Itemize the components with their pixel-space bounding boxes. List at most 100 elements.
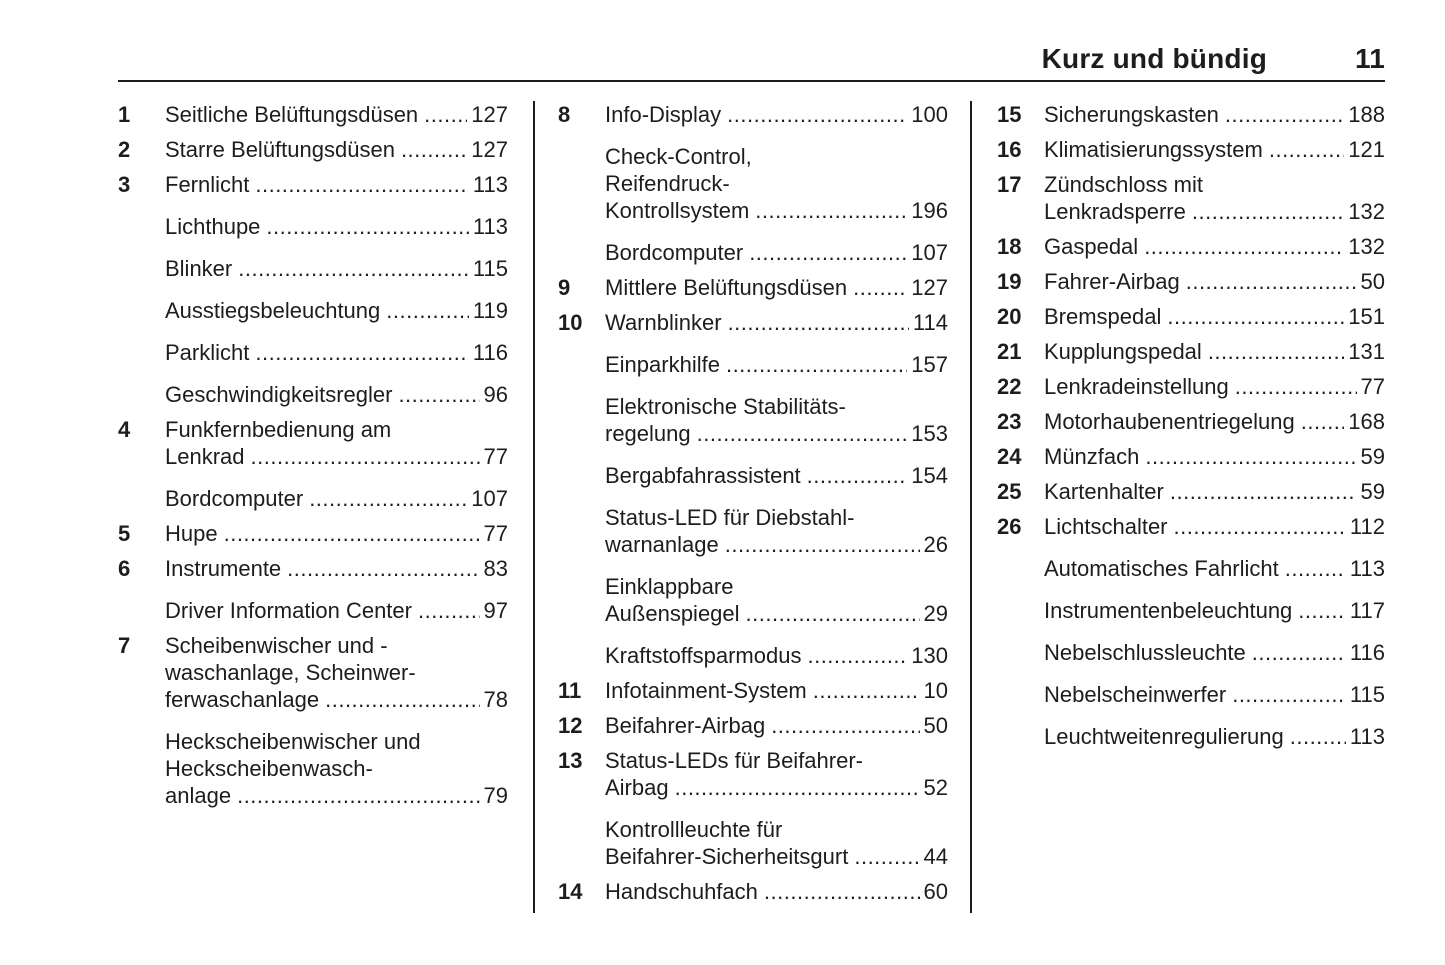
- toc-entry-body: Kartenhalter............................…: [1044, 478, 1385, 505]
- toc-entry-label: Kontrollsystem: [605, 198, 750, 223]
- toc-entry-line: Kraftstoffsparmodus.....................…: [605, 642, 948, 669]
- toc-entry-number: 18: [997, 234, 1022, 259]
- toc-entry-label: Heckscheibenwischer und: [165, 729, 421, 754]
- toc-entry-line: Handschuhfach...........................…: [605, 878, 948, 905]
- toc-entry-label: Status-LEDs für Beifahrer-: [605, 748, 863, 773]
- toc-entry-line: Kupplungspedal..........................…: [1044, 338, 1385, 365]
- toc-entry-line: Status-LEDs für Beifahrer-: [605, 747, 948, 774]
- dot-leader: ........................................…: [1300, 409, 1345, 434]
- toc-entry-page: 154: [911, 463, 948, 488]
- toc-entry-page: 114: [912, 310, 948, 335]
- toc-entry-label: Münzfach: [1044, 444, 1140, 469]
- dot-leader: ........................................…: [238, 256, 469, 281]
- toc-entry-body: Fernlicht...............................…: [165, 171, 508, 198]
- toc-entry-body: Blinker.................................…: [165, 255, 508, 282]
- toc-entry-label: Seitliche Belüftungsdüsen: [165, 102, 419, 127]
- toc-entry-number: 16: [997, 137, 1022, 162]
- toc-entry: 7 Scheibenwischer und - waschanlage, Sche…: [118, 632, 508, 713]
- toc-entry-number: [558, 816, 605, 870]
- toc-entry-label: Außenspiegel: [605, 601, 740, 626]
- toc-entry-label: warnanlage: [605, 532, 719, 557]
- toc-entry-number: [997, 597, 1044, 624]
- toc-entry-body: Infotainment-System.....................…: [605, 677, 948, 704]
- toc-entry-page: 116: [1349, 640, 1385, 665]
- toc-entry-number: [118, 381, 165, 408]
- toc-entry: Check-Control, Reifendruck- Kontrollsystem…: [558, 143, 948, 224]
- toc-entry-label: Elektronische Stabilitäts-: [605, 394, 846, 419]
- toc-entry-line: Bordcomputer............................…: [605, 239, 948, 266]
- toc-entry-line: Check-Control,: [605, 143, 948, 170]
- toc-entry-page: 97: [483, 598, 508, 623]
- dot-leader: ........................................…: [727, 102, 908, 127]
- dot-leader: ........................................…: [1145, 444, 1357, 469]
- toc-entry-page: 77: [1360, 374, 1385, 399]
- toc-entry-page: 116: [472, 340, 508, 365]
- dot-leader: ........................................…: [1268, 137, 1344, 162]
- toc-entry-line: Kontrollleuchte für: [605, 816, 948, 843]
- toc-entry-line: Lenkradeinstellung......................…: [1044, 373, 1385, 400]
- dot-leader: ........................................…: [1289, 724, 1346, 749]
- toc-entry: Automatisches Fahrlicht.................…: [997, 555, 1385, 582]
- toc-entry-body: Einklappbare Außenspiegel................…: [605, 573, 948, 627]
- toc-entry-page: 115: [1349, 682, 1385, 707]
- toc-entry-number: [558, 393, 605, 447]
- toc-entry-label: Bergabfahrassistent: [605, 463, 801, 488]
- toc-entry-number: 24: [997, 444, 1022, 469]
- toc-entry-page: 29: [923, 601, 948, 626]
- toc-entry-number: 12: [558, 713, 583, 738]
- dot-leader: ........................................…: [325, 687, 479, 712]
- toc-entry-label: Lenkradsperre: [1044, 199, 1186, 224]
- toc-entry-line: Automatisches Fahrlicht.................…: [1044, 555, 1385, 582]
- toc-entry: 2 Starre Belüftungsdüsen................…: [118, 136, 508, 163]
- toc-entry-body: Kontrollleuchte für Beifahrer-Sicherheits…: [605, 816, 948, 870]
- toc-entry-page: 157: [911, 352, 948, 377]
- dot-leader: ........................................…: [386, 298, 469, 323]
- toc-entry-body: Mittlere Belüftungsdüsen................…: [605, 274, 948, 301]
- toc-entry-label: Check-Control,: [605, 144, 752, 169]
- toc-entry-body: Hupe....................................…: [165, 520, 508, 547]
- toc-entry-number: 17: [997, 172, 1022, 197]
- dot-leader: ........................................…: [417, 598, 480, 623]
- toc-entry-body: Elektronische Stabilitäts-regelung......…: [605, 393, 948, 447]
- toc-entry: Kontrollleuchte für Beifahrer-Sicherheits…: [558, 816, 948, 870]
- toc-entry-label: Infotainment-System: [605, 678, 807, 703]
- dot-leader: ........................................…: [1224, 102, 1344, 127]
- dot-leader: ........................................…: [287, 556, 480, 581]
- toc-entry-page: 50: [923, 713, 948, 738]
- toc-entry-number: 11: [558, 678, 582, 703]
- toc-entry-number: 15: [997, 102, 1022, 127]
- toc-entry-body: Beifahrer-Airbag........................…: [605, 712, 948, 739]
- toc-entry-line: Lichthupe...............................…: [165, 213, 508, 240]
- toc-entry: 4 Funkfernbedienung am Lenkrad...........…: [118, 416, 508, 470]
- toc-entry-line: Bremspedal..............................…: [1044, 303, 1385, 330]
- toc-entry: Bordcomputer............................…: [118, 485, 508, 512]
- toc-entry-label: Einparkhilfe: [605, 352, 720, 377]
- toc-entry-page: 77: [483, 521, 508, 546]
- toc-entry-body: Kupplungspedal..........................…: [1044, 338, 1385, 365]
- toc-entry-page: 10: [923, 678, 948, 703]
- toc-entry-number: 22: [997, 374, 1022, 399]
- toc-entry-label: Bremspedal: [1044, 304, 1162, 329]
- toc-entry-line: Kontrollsystem..........................…: [605, 197, 948, 224]
- toc-entry-body: Instrumentenbeleuchtung.................…: [1044, 597, 1385, 624]
- toc-entry-page: 113: [472, 172, 508, 197]
- toc-entry-page: 127: [471, 102, 508, 127]
- page-header: Kurz und bündig 11: [118, 0, 1385, 76]
- toc-entry-label: Fernlicht: [165, 172, 250, 197]
- toc-entry-body: Geschwindigkeitsregler..................…: [165, 381, 508, 408]
- toc-entry-label: Bordcomputer: [605, 240, 744, 265]
- toc-entry-body: Lichthupe...............................…: [165, 213, 508, 240]
- toc-entry-body: Nebelscheinwerfer.......................…: [1044, 681, 1385, 708]
- toc-entry-line: Einparkhilfe............................…: [605, 351, 948, 378]
- toc-entry-page: 100: [911, 102, 948, 127]
- toc-entry-body: Funkfernbedienung am Lenkrad.............…: [165, 416, 508, 470]
- toc-entry-page: 117: [1349, 598, 1385, 623]
- toc-entry-line: Heckscheibenwasch-: [165, 755, 508, 782]
- dot-leader: ........................................…: [255, 340, 469, 365]
- toc-entry-line: Parklicht...............................…: [165, 339, 508, 366]
- toc-entry: Lichthupe...............................…: [118, 213, 508, 240]
- toc-entry-label: Sicherungskasten: [1044, 102, 1219, 127]
- toc-entry: 26 Lichtschalter........................…: [997, 513, 1385, 540]
- dot-leader: ........................................…: [1185, 269, 1357, 294]
- toc-entry-body: Bordcomputer............................…: [165, 485, 508, 512]
